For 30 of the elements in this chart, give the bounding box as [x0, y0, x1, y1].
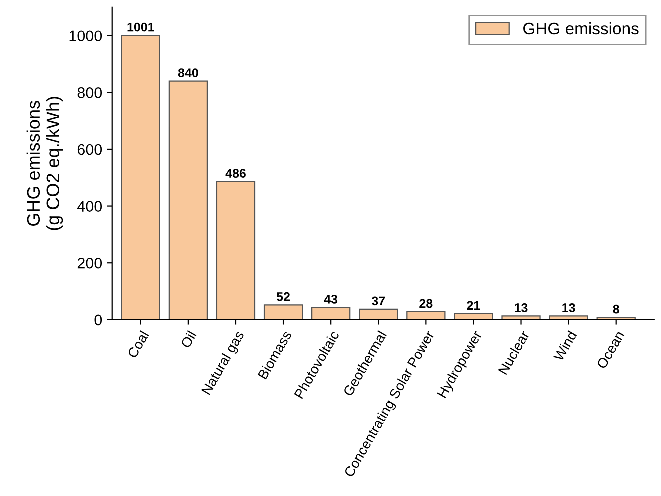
y-axis-title: GHG emissions (g CO2 eq./kWh): [26, 97, 64, 230]
data-label: 1001: [128, 22, 154, 32]
x-tick-label: Oil: [180, 330, 197, 349]
y-tick-label: 400: [78, 201, 102, 212]
y-tick-label: 600: [78, 144, 102, 156]
y-tick-label: 800: [78, 88, 102, 98]
bar: [549, 316, 588, 320]
data-label: 37: [372, 296, 386, 306]
bar: [121, 35, 160, 320]
data-label: 21: [467, 301, 480, 310]
bar: [502, 316, 541, 320]
legend-label: GHG emissions: [524, 22, 639, 35]
data-label: 13: [515, 304, 528, 312]
data-label: 8: [613, 304, 620, 314]
data-label: 28: [420, 299, 433, 308]
bar: [168, 80, 208, 320]
bar: [312, 307, 351, 320]
data-label: 486: [226, 169, 246, 178]
data-label: 840: [178, 68, 198, 78]
bar: [454, 313, 494, 320]
bar: [406, 311, 446, 320]
data-label: 43: [324, 294, 338, 304]
y-tick-label: 0: [94, 314, 102, 326]
data-label: 13: [562, 304, 576, 312]
bar: [216, 181, 256, 320]
data-label: 52: [276, 292, 290, 302]
y-tick-label: 1000: [70, 30, 102, 42]
bar: [264, 304, 304, 320]
bar: [359, 308, 398, 320]
y-tick-label: 200: [78, 258, 102, 269]
